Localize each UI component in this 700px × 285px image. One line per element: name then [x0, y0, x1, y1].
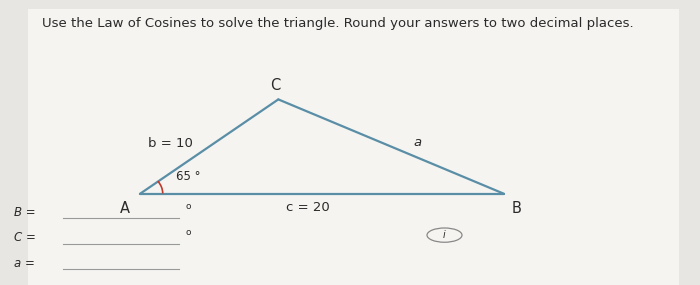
Text: i: i	[443, 230, 446, 240]
Text: C: C	[270, 78, 280, 93]
Text: o: o	[186, 202, 191, 211]
Text: Use the Law of Cosines to solve the triangle. Round your answers to two decimal : Use the Law of Cosines to solve the tria…	[42, 17, 634, 30]
Text: o: o	[186, 228, 191, 237]
Text: b = 10: b = 10	[148, 137, 193, 150]
Text: 65 °: 65 °	[176, 170, 201, 183]
Text: a =: a =	[14, 257, 35, 270]
Text: a: a	[414, 136, 422, 149]
FancyBboxPatch shape	[28, 9, 679, 285]
Text: C =: C =	[14, 231, 36, 245]
Text: B: B	[512, 201, 522, 216]
Text: c = 20: c = 20	[286, 201, 330, 214]
Text: B =: B =	[14, 206, 36, 219]
Text: A: A	[120, 201, 130, 216]
